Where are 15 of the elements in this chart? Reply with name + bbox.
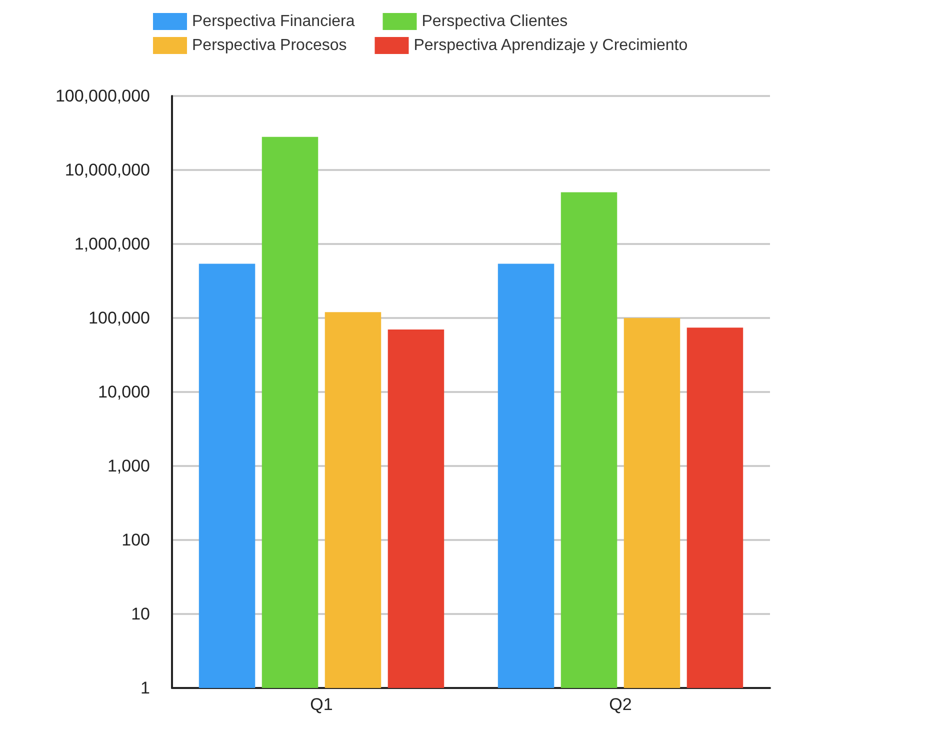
y-tick-label: 10 — [131, 604, 150, 624]
legend-label: Perspectiva Procesos — [192, 37, 347, 54]
y-tick-label: 10,000 — [98, 382, 150, 402]
legend-label: Perspectiva Aprendizaje y Crecimiento — [414, 37, 688, 54]
y-tick-label: 100,000,000 — [55, 86, 150, 106]
y-tick-label: 10,000,000 — [64, 160, 150, 180]
x-tick-label: Q2 — [609, 695, 632, 714]
y-tick-label: 100 — [122, 530, 150, 550]
y-tick-label: 1,000,000 — [74, 234, 150, 254]
y-tick-label: 100,000 — [88, 308, 150, 328]
x-tick-label: Q1 — [310, 695, 333, 714]
legend-label: Perspectiva Clientes — [422, 13, 568, 30]
y-tick-label: 1,000 — [107, 456, 150, 476]
y-tick-label: 1 — [140, 678, 150, 698]
legend-label: Perspectiva Financiera — [192, 13, 355, 30]
